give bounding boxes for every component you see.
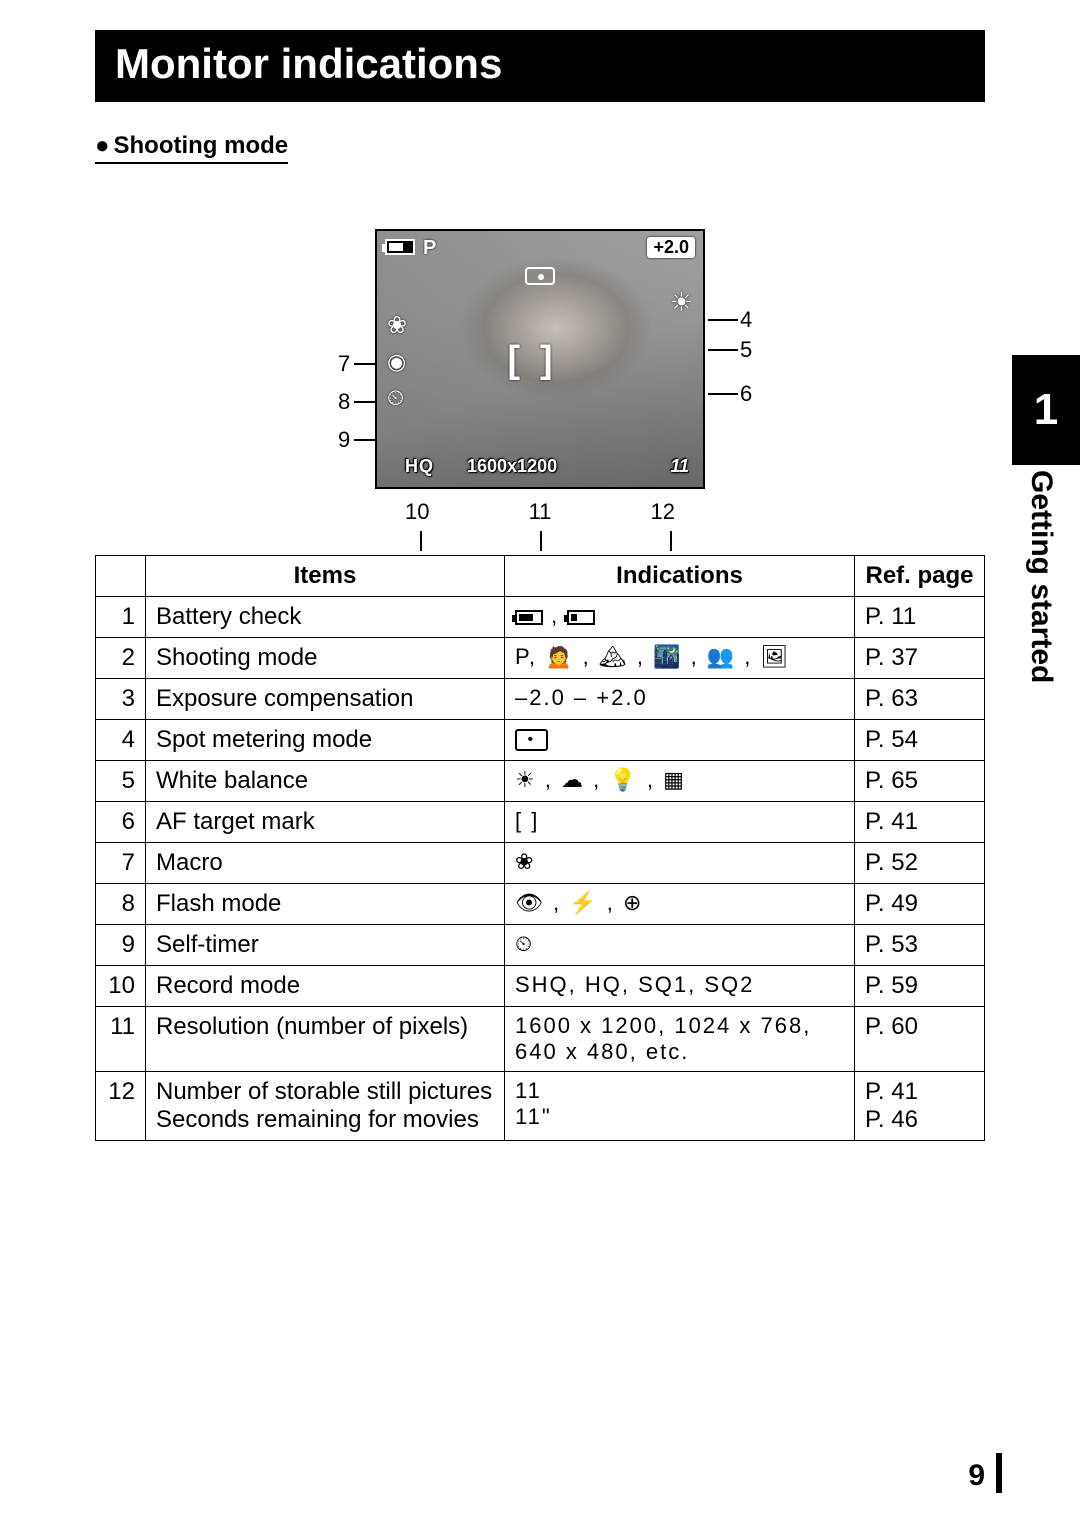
cell-item: Macro xyxy=(146,843,505,884)
monitor-diagram: 1 2 3 7 8 9 4 5 6 P +2.0 ☀ [] ❀ ◉ ⏲ xyxy=(240,229,840,525)
battery-icon xyxy=(385,239,415,255)
cell-item: Resolution (number of pixels) xyxy=(146,1007,505,1072)
cell-ref: P. 41P. 46 xyxy=(855,1072,985,1141)
table-row: 3Exposure compensation–2.0 – +2.0P. 63 xyxy=(96,679,985,720)
callout-12: 12 xyxy=(651,499,675,525)
table-row: 12Number of storable still picturesSecon… xyxy=(96,1072,985,1141)
cell-ref: P. 54 xyxy=(855,720,985,761)
self-timer-icon: ⏲ xyxy=(387,385,404,411)
section-heading: Shooting mode xyxy=(95,132,288,164)
cell-ref: P. 49 xyxy=(855,884,985,925)
cell-indication: • xyxy=(505,720,855,761)
lcd-screen: P +2.0 ☀ [] ❀ ◉ ⏲ HQ 1600x1200 11 xyxy=(375,229,705,489)
redeye-icon: ◉ xyxy=(387,349,406,375)
page-bar xyxy=(996,1453,1002,1493)
table-row: 1Battery check , P. 11 xyxy=(96,597,985,638)
cell-num: 3 xyxy=(96,679,146,720)
cell-indication: 1600 x 1200, 1024 x 768, 640 x 480, etc. xyxy=(505,1007,855,1072)
cell-num: 10 xyxy=(96,966,146,1007)
cell-ref: P. 65 xyxy=(855,761,985,802)
cell-item: Number of storable still picturesSeconds… xyxy=(146,1072,505,1141)
cell-num: 4 xyxy=(96,720,146,761)
table-row: 8Flash mode👁 , ⚡ , ⊕P. 49 xyxy=(96,884,985,925)
cell-ref: P. 11 xyxy=(855,597,985,638)
cell-ref: P. 53 xyxy=(855,925,985,966)
cell-item: Battery check xyxy=(146,597,505,638)
cell-indication: SHQ, HQ, SQ1, SQ2 xyxy=(505,966,855,1007)
cell-ref: P. 63 xyxy=(855,679,985,720)
cell-item: Spot metering mode xyxy=(146,720,505,761)
table-row: 2Shooting modeP, 🙍 , 🏔 , 🌃 , 👥 , 🖼P. 37 xyxy=(96,638,985,679)
af-target-icon: [] xyxy=(507,339,572,382)
cell-num: 7 xyxy=(96,843,146,884)
cell-indication: P, 🙍 , 🏔 , 🌃 , 👥 , 🖼 xyxy=(505,638,855,679)
callout-10: 10 xyxy=(405,499,429,525)
cell-ref: P. 59 xyxy=(855,966,985,1007)
cell-ref: P. 41 xyxy=(855,802,985,843)
callout-9: 9 xyxy=(338,427,350,453)
record-mode-text: HQ xyxy=(405,456,434,477)
white-balance-icon: ☀ xyxy=(670,287,693,318)
resolution-text: 1600x1200 xyxy=(467,456,557,477)
exposure-badge: +2.0 xyxy=(647,237,695,258)
col-ref: Ref. page xyxy=(855,556,985,597)
cell-num: 1 xyxy=(96,597,146,638)
cell-num: 11 xyxy=(96,1007,146,1072)
cell-ref: P. 52 xyxy=(855,843,985,884)
cell-indication: 👁 , ⚡ , ⊕ xyxy=(505,884,855,925)
cell-indication: 1111" xyxy=(505,1072,855,1141)
table-row: 10Record modeSHQ, HQ, SQ1, SQ2P. 59 xyxy=(96,966,985,1007)
cell-item: Self-timer xyxy=(146,925,505,966)
callout-8: 8 xyxy=(338,389,350,415)
col-indications: Indications xyxy=(505,556,855,597)
table-row: 6AF target mark[ ]P. 41 xyxy=(96,802,985,843)
table-row: 4Spot metering mode • P. 54 xyxy=(96,720,985,761)
cell-item: Exposure compensation xyxy=(146,679,505,720)
mode-icon: P xyxy=(423,237,436,260)
chapter-tab: 1 xyxy=(1012,355,1080,465)
callout-6: 6 xyxy=(740,381,752,407)
table-row: 9Self-timer⏲P. 53 xyxy=(96,925,985,966)
cell-num: 2 xyxy=(96,638,146,679)
cell-indication: [ ] xyxy=(505,802,855,843)
cell-item: AF target mark xyxy=(146,802,505,843)
callout-5: 5 xyxy=(740,337,752,363)
cell-indication: –2.0 – +2.0 xyxy=(505,679,855,720)
cell-num: 6 xyxy=(96,802,146,843)
cell-indication: , xyxy=(505,597,855,638)
cell-item: Record mode xyxy=(146,966,505,1007)
spot-meter-icon xyxy=(525,267,555,285)
reference-table: Items Indications Ref. page 1Battery che… xyxy=(95,555,985,1141)
cell-indication: ☀ , ☁ , 💡 , ▦ xyxy=(505,761,855,802)
count-text: 11 xyxy=(670,456,689,477)
chapter-title: Getting started xyxy=(1024,470,1058,683)
table-row: 5White balance☀ , ☁ , 💡 , ▦P. 65 xyxy=(96,761,985,802)
table-row: 11Resolution (number of pixels)1600 x 12… xyxy=(96,1007,985,1072)
page-number: 9 xyxy=(968,1459,985,1493)
cell-ref: P. 37 xyxy=(855,638,985,679)
cell-num: 9 xyxy=(96,925,146,966)
col-items: Items xyxy=(146,556,505,597)
cell-num: 12 xyxy=(96,1072,146,1141)
cell-item: Flash mode xyxy=(146,884,505,925)
cell-item: Shooting mode xyxy=(146,638,505,679)
macro-icon: ❀ xyxy=(387,311,407,340)
col-num xyxy=(96,556,146,597)
cell-indication: ❀ xyxy=(505,843,855,884)
cell-indication: ⏲ xyxy=(505,925,855,966)
cell-item: White balance xyxy=(146,761,505,802)
page-title: Monitor indications xyxy=(95,30,985,102)
table-row: 7Macro❀P. 52 xyxy=(96,843,985,884)
cell-num: 5 xyxy=(96,761,146,802)
cell-num: 8 xyxy=(96,884,146,925)
callout-7: 7 xyxy=(338,351,350,377)
cell-ref: P. 60 xyxy=(855,1007,985,1072)
callout-4: 4 xyxy=(740,307,752,333)
callout-11: 11 xyxy=(529,499,552,525)
